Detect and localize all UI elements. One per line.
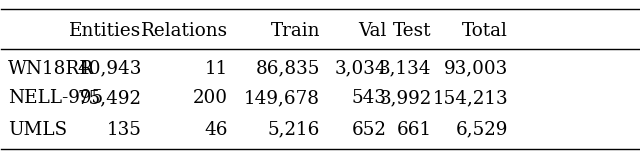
Text: 86,835: 86,835 (255, 60, 320, 78)
Text: 5,216: 5,216 (268, 121, 320, 139)
Text: 93,003: 93,003 (444, 60, 508, 78)
Text: 3,992: 3,992 (380, 89, 431, 107)
Text: 661: 661 (396, 121, 431, 139)
Text: 11: 11 (204, 60, 228, 78)
Text: 3,034: 3,034 (334, 60, 387, 78)
Text: Val: Val (358, 22, 387, 40)
Text: UMLS: UMLS (8, 121, 67, 139)
Text: Test: Test (393, 22, 431, 40)
Text: 154,213: 154,213 (433, 89, 508, 107)
Text: Relations: Relations (140, 22, 228, 40)
Text: NELL-995: NELL-995 (8, 89, 103, 107)
Text: 652: 652 (352, 121, 387, 139)
Text: WN18RR: WN18RR (8, 60, 94, 78)
Text: 46: 46 (204, 121, 228, 139)
Text: Train: Train (271, 22, 320, 40)
Text: 135: 135 (107, 121, 141, 139)
Text: Entities: Entities (69, 22, 141, 40)
Text: 6,529: 6,529 (456, 121, 508, 139)
Text: 543: 543 (352, 89, 387, 107)
Text: 75,492: 75,492 (77, 89, 141, 107)
Text: 200: 200 (193, 89, 228, 107)
Text: 3,134: 3,134 (379, 60, 431, 78)
Text: 149,678: 149,678 (244, 89, 320, 107)
Text: Total: Total (462, 22, 508, 40)
Text: 40,943: 40,943 (77, 60, 141, 78)
